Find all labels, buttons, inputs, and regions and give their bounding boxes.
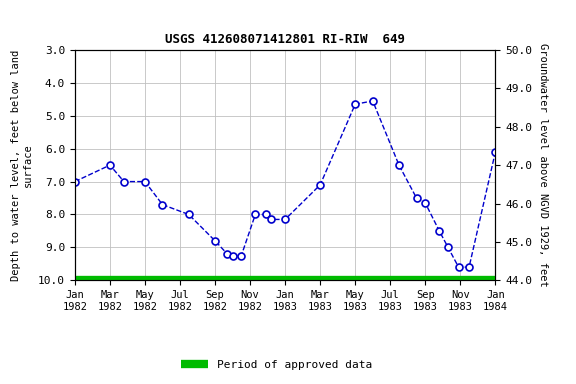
Title: USGS 412608071412801 RI-RIW  649: USGS 412608071412801 RI-RIW 649 <box>165 33 405 46</box>
Legend: Period of approved data: Period of approved data <box>176 356 377 375</box>
Y-axis label: Groundwater level above NGVD 1929, feet: Groundwater level above NGVD 1929, feet <box>537 43 548 287</box>
Y-axis label: Depth to water level, feet below land
surface: Depth to water level, feet below land su… <box>11 50 33 281</box>
